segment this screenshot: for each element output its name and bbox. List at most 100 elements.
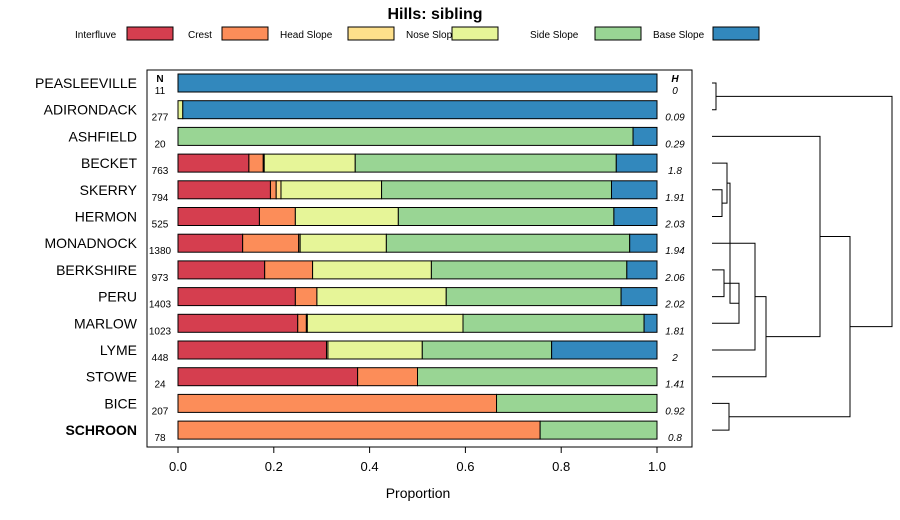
- bar-segment-becket-base-slope: [615, 153, 658, 173]
- n-value-berkshire: 973: [152, 273, 169, 284]
- h-value-hermon: 2.03: [664, 220, 685, 231]
- row-label-berkshire: BERKSHIRE: [56, 262, 137, 278]
- row-label-becket: BECKET: [81, 155, 137, 171]
- n-value-lyme: 448: [152, 353, 169, 364]
- legend-label-base-slope: Base Slope: [653, 30, 705, 41]
- dendro-link-peasleeville-adirondack: [712, 82, 717, 111]
- x-axis-label: Proportion: [386, 485, 451, 501]
- h-value-monadnock: 1.94: [665, 246, 685, 257]
- bar-segment-lyme-base-slope: [551, 340, 658, 360]
- bar-segment-hermon-base-slope: [613, 207, 658, 226]
- bar-segment-becket-crest: [248, 153, 264, 173]
- bar-segment-becket-nose-slope: [263, 153, 356, 173]
- h-value-schroon: 0.8: [668, 433, 682, 444]
- legend-label-head-slope: Head Slope: [280, 30, 333, 41]
- bar-segment-peru-nose-slope: [316, 287, 447, 307]
- bar-segment-stowe-crest: [357, 367, 418, 387]
- row-label-hermon: HERMON: [75, 209, 137, 225]
- h-value-peru: 2.02: [664, 300, 685, 311]
- row-label-skerry: SKERRY: [80, 182, 138, 198]
- legend-swatch-crest: [221, 26, 269, 41]
- n-value-schroon: 78: [154, 433, 166, 444]
- bar-segment-lyme-nose-slope: [327, 340, 423, 360]
- x-tick-label-2: 0.4: [361, 459, 379, 474]
- plot-frame: [146, 69, 693, 448]
- bar-segment-peru-interfluve: [177, 287, 296, 307]
- h-header: H: [671, 74, 679, 85]
- x-tick-label-0: 0.0: [169, 459, 187, 474]
- dendro-link-root: [716, 95, 893, 328]
- bar-segment-hermon-side-slope: [397, 207, 615, 226]
- legend-label-nose-slope: Nose Slope: [406, 30, 458, 41]
- h-value-skerry: 1.91: [665, 193, 684, 204]
- bar-segment-schroon-side-slope: [539, 420, 658, 440]
- legend-swatch-head-slope: [347, 26, 395, 41]
- bar-segment-berkshire-base-slope: [626, 260, 658, 280]
- bar-segment-monadnock-crest: [242, 233, 300, 253]
- dendrogram: [712, 82, 893, 431]
- row-label-ashfield: ASHFIELD: [69, 128, 137, 144]
- h-value-marlow: 1.81: [665, 326, 684, 337]
- h-value-becket: 1.8: [668, 166, 682, 177]
- bar-segment-marlow-nose-slope: [306, 313, 464, 333]
- x-tick-label-3: 0.6: [456, 459, 474, 474]
- bar-segment-skerry-crest: [269, 180, 277, 200]
- x-tick-label-5: 1.0: [648, 459, 666, 474]
- n-value-ashfield: 20: [154, 139, 166, 150]
- legend-swatch-base-slope: [712, 26, 760, 41]
- bar-segment-becket-side-slope: [354, 153, 617, 173]
- n-value-adirondack: 277: [152, 113, 169, 124]
- bar-segment-monadnock-side-slope: [385, 233, 631, 253]
- bar-segment-becket-interfluve: [177, 153, 250, 173]
- bar-segment-berkshire-side-slope: [430, 260, 628, 280]
- bar-segment-ashfield-side-slope: [177, 126, 634, 146]
- bar-segment-adirondack-nose-slope: [177, 100, 184, 120]
- row-label-monadnock: MONADNOCK: [44, 235, 137, 251]
- bar-segment-peasleeville-base-slope: [177, 73, 658, 93]
- n-value-monadnock: 1380: [149, 246, 172, 257]
- n-value-peru: 1403: [149, 300, 172, 311]
- row-label-bice: BICE: [104, 395, 137, 411]
- n-value-stowe: 24: [154, 380, 166, 391]
- n-header: N: [156, 74, 163, 85]
- bar-segment-marlow-base-slope: [643, 313, 658, 333]
- bar-segment-schroon-crest: [177, 420, 541, 440]
- bar-segment-stowe-side-slope: [417, 367, 658, 387]
- h-value-bice: 0.92: [665, 406, 685, 417]
- n-value-becket: 763: [152, 166, 169, 177]
- bar-segment-stowe-interfluve: [177, 367, 359, 387]
- row-label-schroon: SCHROON: [65, 422, 137, 438]
- bar-segment-marlow-crest: [297, 313, 307, 333]
- bar-segment-peru-crest: [294, 287, 318, 307]
- n-value-bice: 207: [152, 406, 169, 417]
- bar-segment-berkshire-crest: [264, 260, 314, 280]
- legend: Interfluve Crest Head Slope Nose Slope Side …: [75, 26, 760, 41]
- legend-swatch-side-slope: [594, 26, 642, 41]
- legend-label-interfluve: Interfluve: [75, 30, 117, 41]
- dendro-link-skerry-hermon: [712, 189, 723, 217]
- row-label-peasleeville: PEASLEEVILLE: [35, 75, 137, 91]
- row-label-adirondack: ADIRONDACK: [44, 102, 138, 118]
- bar-segment-marlow-side-slope: [462, 313, 645, 333]
- x-tick-label-4: 0.8: [552, 459, 570, 474]
- bar-segment-bice-crest: [177, 393, 498, 413]
- row-label-marlow: MARLOW: [74, 315, 138, 331]
- x-axis: 0.0 0.2 0.4 0.6 0.8 1.0: [169, 447, 666, 474]
- bar-segment-monadnock-base-slope: [629, 233, 658, 253]
- bar-segment-ashfield-base-slope: [632, 126, 658, 146]
- legend-label-side-slope: Side Slope: [530, 30, 579, 41]
- h-value-stowe: 1.41: [665, 380, 684, 391]
- bar-segment-hermon-interfluve: [177, 207, 260, 226]
- dendro-link-becket: [712, 162, 728, 204]
- dendro-link-berkshire-peru: [712, 269, 725, 298]
- bar-segment-bice-side-slope: [496, 393, 658, 413]
- n-value-skerry: 794: [152, 193, 169, 204]
- row-label-peru: PERU: [98, 289, 137, 305]
- bar-segment-hermon-nose-slope: [294, 207, 399, 226]
- row-label-lyme: LYME: [100, 342, 137, 358]
- chart-title: Hills: sibling: [387, 6, 482, 23]
- bar-segment-monadnock-nose-slope: [299, 233, 387, 253]
- bar-segment-peru-base-slope: [620, 287, 658, 307]
- bar-segment-skerry-base-slope: [610, 180, 658, 200]
